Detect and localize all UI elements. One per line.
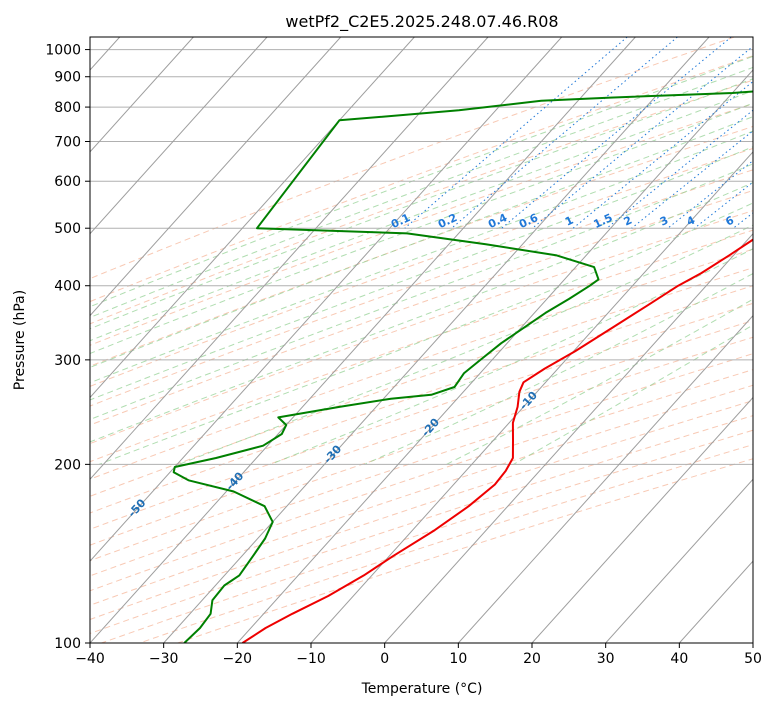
mixing-ratio-label: 10: [771, 212, 775, 230]
x-axis: −40 −30 −20 −10 0 10 20 30 40 50: [75, 643, 762, 667]
x-tick-label: 10: [449, 651, 467, 667]
mixing-ratio-label: 2: [622, 214, 634, 229]
moist-adiabat: [90, 78, 753, 330]
dry-adiabat: [90, 189, 753, 426]
dry-adiabat: [90, 384, 753, 606]
y-tick-label: 100: [54, 636, 81, 652]
isotherm-gridline: [90, 37, 563, 562]
dry-adiabat: [90, 55, 753, 303]
moist-adiabat: [178, 224, 753, 465]
dry-adiabat: [101, 429, 753, 643]
dry-adiabat: [177, 458, 753, 643]
dry-adiabat: [90, 267, 753, 497]
dry-adiabat: [90, 353, 753, 577]
mixing-ratio-line: [732, 212, 753, 229]
mixing-ratio-label: 6: [724, 213, 737, 228]
chart-title: wetPf2_C2E5.2025.248.07.46.R08: [285, 12, 558, 32]
isotherm-gridline: [90, 37, 636, 643]
y-tick-label: 800: [54, 100, 81, 116]
isotherm-label: -60: [28, 523, 51, 547]
isotherm-gridline: [236, 69, 753, 643]
y-tick-label: 400: [54, 279, 81, 295]
x-tick-label: −20: [223, 651, 253, 667]
dewpoint-profile-line: [172, 90, 753, 643]
x-tick-label: 40: [670, 651, 688, 667]
y-axis-label: Pressure (hPa): [12, 290, 28, 390]
dry-adiabat: [90, 103, 753, 346]
x-tick-label: −10: [296, 651, 326, 667]
mixing-ratio-line: [404, 37, 628, 229]
isotherm-gridline: [678, 560, 753, 643]
temperature-profile-line: [241, 238, 753, 643]
x-tick-label: −30: [149, 651, 179, 667]
x-axis-label: Temperature (°C): [361, 681, 483, 697]
mixing-ratio-line: [532, 45, 753, 229]
isotherm-gridline: [163, 37, 710, 643]
dry-adiabat: [90, 125, 753, 367]
isotherm-gridline: [90, 37, 268, 235]
dry-adiabat: [90, 302, 753, 530]
mixing-ratio-line: [501, 37, 732, 229]
moist-adiabat: [270, 248, 753, 465]
x-tick-label: 50: [744, 651, 762, 667]
x-tick-label: 20: [523, 651, 541, 667]
dry-adiabat: [90, 319, 753, 546]
y-tick-label: 200: [54, 457, 81, 473]
dry-adiabat: [90, 248, 753, 480]
mixing-ratio-line: [451, 37, 678, 229]
mixing-ratio-line: [631, 130, 753, 229]
y-axis: 100 200 300 400 500 600 700 800 900 1000: [45, 43, 90, 652]
x-tick-label: 30: [597, 651, 615, 667]
series-layer: [172, 90, 753, 643]
isotherm-gridline: [605, 478, 753, 643]
mixing-ratio-label: 8: [752, 214, 764, 229]
moist-adiabat: [364, 272, 753, 465]
y-tick-label: 900: [54, 70, 81, 86]
mixing-ratio-line: [572, 80, 753, 229]
mixing-ratio-line: [762, 37, 775, 228]
moist-adiabat: [98, 202, 753, 465]
isotherm-gridline: [531, 396, 753, 643]
isotherm-gridline: [90, 37, 489, 481]
y-tick-label: 600: [54, 174, 81, 190]
isotherm-gridline: [384, 232, 753, 643]
isotherm-gridline: [90, 37, 194, 153]
plot-background: 0.10.20.40.611.52346810131620253036-100-…: [28, 37, 775, 643]
mixing-ratio-label: 1: [563, 214, 575, 229]
x-tick-label: −40: [75, 651, 105, 667]
dry-adiabat: [90, 79, 753, 325]
dry-adiabat: [90, 37, 735, 280]
dry-adiabat: [90, 169, 753, 407]
y-tick-label: 500: [54, 221, 81, 237]
y-tick-label: 300: [54, 353, 81, 369]
dry-adiabat: [90, 336, 753, 562]
dry-adiabat: [90, 285, 753, 514]
isotherm-gridline: [752, 642, 753, 643]
mixing-ratio-line: [667, 160, 753, 229]
isotherm-gridline: [310, 151, 753, 643]
dry-adiabat: [90, 210, 753, 445]
dry-adiabat: [90, 369, 753, 592]
isotherm-gridline: [457, 314, 753, 643]
moist-adiabat: [90, 55, 753, 308]
dry-adiabat: [90, 147, 753, 387]
moist-adiabat: [513, 324, 753, 465]
isotherm-gridline: [90, 37, 342, 317]
mixing-ratio-label: 3: [658, 214, 670, 229]
x-tick-label: 0: [380, 651, 389, 667]
y-tick-label: 700: [54, 134, 81, 150]
isotherm-gridline: [90, 37, 415, 399]
dry-adiabat: [90, 229, 753, 463]
dry-adiabat: [90, 415, 753, 635]
y-tick-label: 1000: [45, 43, 81, 59]
plot-frame: [89, 36, 754, 644]
